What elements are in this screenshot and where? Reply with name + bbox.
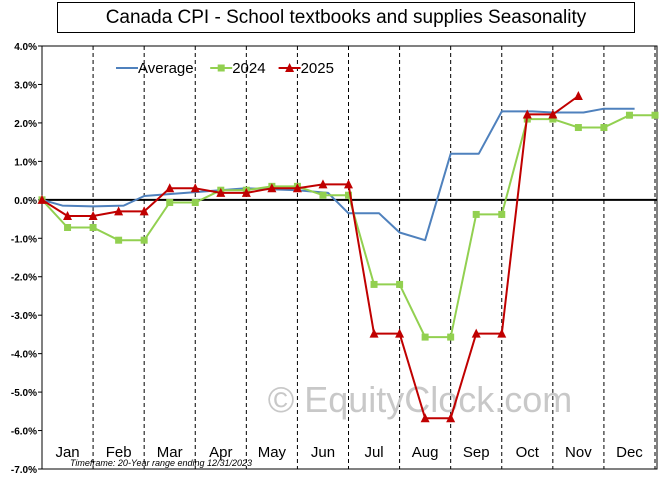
data-point xyxy=(447,333,455,341)
data-point xyxy=(651,111,659,119)
x-axis: Jan Feb Mar Apr May Jun Jul Aug Sep Oct Nov Dec xyxy=(55,444,643,461)
y-tick-label: 2.0% xyxy=(14,119,37,130)
y-tick-label: 3.0% xyxy=(14,80,37,91)
x-tick-label: Jun xyxy=(311,444,335,461)
data-point xyxy=(471,328,481,338)
series-line xyxy=(41,95,579,420)
series-line xyxy=(41,107,635,242)
y-tick-label: 1.0% xyxy=(14,157,37,168)
data-point xyxy=(472,210,480,218)
x-tick-label: Sep xyxy=(463,444,490,461)
data-point xyxy=(63,210,73,220)
data-point xyxy=(600,124,608,132)
y-tick-label: 0.0% xyxy=(14,196,37,207)
x-tick-label: Dec xyxy=(616,444,643,461)
data-point xyxy=(497,328,507,338)
data-point xyxy=(395,328,405,338)
data-point xyxy=(344,179,353,189)
x-tick-label: May xyxy=(258,444,287,461)
series-average xyxy=(41,107,635,242)
y-tick-label: -3.0% xyxy=(11,311,37,322)
data-point xyxy=(396,280,404,288)
data-point xyxy=(625,111,633,119)
x-tick-label: Aug xyxy=(412,444,439,461)
data-point xyxy=(191,199,199,207)
legend-label: 2025 xyxy=(301,60,334,77)
y-axis: 4.0% 3.0% 2.0% 1.0% 0.0% -1.0% -2.0% -3.0% -4.0%… xyxy=(11,42,42,476)
x-tick-label: Oct xyxy=(516,444,540,461)
data-point xyxy=(292,183,302,193)
data-point xyxy=(115,236,123,244)
gridlines xyxy=(92,46,656,469)
chart-title: Canada CPI - School textbooks and suppli… xyxy=(57,2,635,33)
y-tick-label: -2.0% xyxy=(11,273,37,284)
y-tick-label: -6.0% xyxy=(11,427,37,438)
data-point xyxy=(421,333,429,341)
legend: Average 2024 2025 xyxy=(116,60,334,77)
y-tick-label: 4.0% xyxy=(14,42,37,53)
x-tick-label: Feb xyxy=(106,444,132,461)
y-tick-label: -1.0% xyxy=(11,234,37,245)
data-point xyxy=(370,280,378,288)
x-tick-label: Jul xyxy=(364,444,383,461)
legend-marker xyxy=(217,64,225,72)
footnote: Timeframe: 20-Year range ending 12/31/20… xyxy=(70,458,252,468)
data-point xyxy=(88,210,98,220)
data-point xyxy=(420,413,430,423)
data-point xyxy=(549,115,557,123)
data-point xyxy=(446,413,456,423)
data-point xyxy=(89,224,97,232)
series xyxy=(37,90,659,423)
data-point xyxy=(216,187,226,197)
data-point xyxy=(522,109,532,119)
y-tick-label: -7.0% xyxy=(11,465,37,476)
legend-marker xyxy=(285,63,295,72)
y-tick-label: -5.0% xyxy=(11,388,37,399)
data-point xyxy=(267,183,277,193)
legend-label: 2024 xyxy=(232,60,265,77)
y-tick-label: -4.0% xyxy=(11,350,37,361)
x-tick-label: Apr xyxy=(209,444,232,461)
data-point xyxy=(166,199,174,207)
x-tick-label: Mar xyxy=(157,444,183,461)
data-point xyxy=(64,224,72,232)
x-tick-label: Nov xyxy=(565,444,592,461)
data-point xyxy=(345,191,352,199)
data-point xyxy=(139,206,149,216)
data-point xyxy=(548,109,558,119)
data-point xyxy=(165,183,175,193)
data-point xyxy=(140,236,148,244)
data-point xyxy=(114,206,124,216)
data-point xyxy=(574,124,582,132)
data-point xyxy=(190,183,200,193)
data-point xyxy=(369,328,379,338)
series-2025 xyxy=(37,90,583,423)
data-point xyxy=(573,90,583,100)
data-point xyxy=(319,191,327,199)
data-point xyxy=(318,179,328,189)
x-tick-label: Jan xyxy=(55,444,79,461)
data-point xyxy=(498,210,506,218)
legend-label: Average xyxy=(138,60,194,77)
data-point xyxy=(241,187,251,197)
data-point xyxy=(37,194,47,204)
